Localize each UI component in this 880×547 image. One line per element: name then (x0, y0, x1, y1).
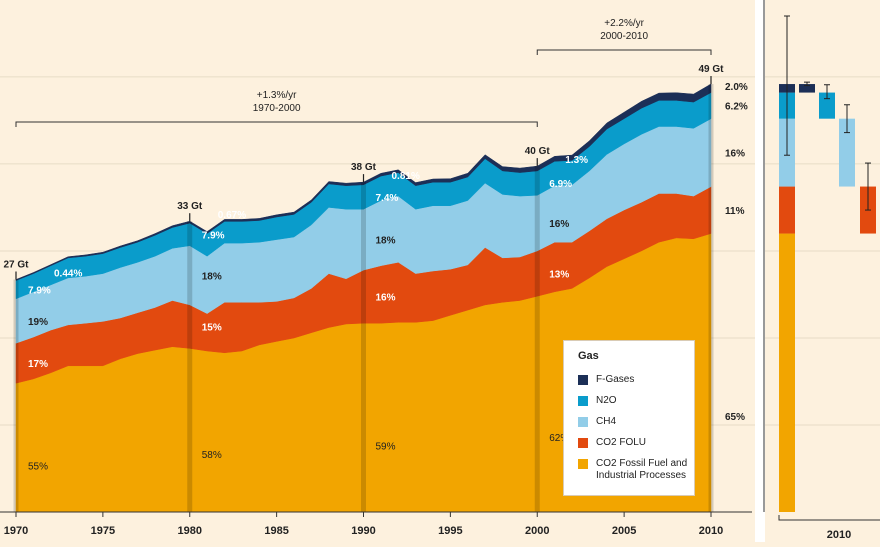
bar-2010-segment (779, 233, 795, 512)
share-label: 2.0% (725, 82, 748, 93)
share-label: 16% (376, 293, 396, 304)
total-label: 38 Gt (351, 162, 377, 173)
x-tick-label: 1985 (264, 525, 288, 537)
share-label: 17% (28, 359, 48, 370)
legend-label: CO2 Fossil Fuel and Industrial Processes (596, 458, 688, 481)
total-label: 49 Gt (698, 64, 724, 75)
growth-rate-label: +2.2%/yr (604, 18, 644, 29)
x-tick-label: 1980 (178, 525, 202, 537)
share-label: 11% (725, 206, 745, 217)
x-tick-label: 1990 (351, 525, 375, 537)
x-tick-label: 1995 (438, 525, 462, 537)
category-label: 2010 (827, 529, 851, 541)
legend-label: CH4 (596, 416, 617, 427)
share-label: 7.4% (376, 193, 399, 204)
legend-swatch (578, 438, 588, 448)
category-bracket (778, 515, 880, 521)
share-label: 18% (376, 236, 396, 247)
share-label: 19% (28, 317, 48, 328)
bar-gas-uncertainty (819, 92, 835, 119)
legend-swatch (578, 375, 588, 385)
share-label: 7.9% (28, 286, 51, 297)
share-label: 0.81% (392, 171, 420, 182)
year-marker (361, 182, 366, 512)
total-label: 40 Gt (525, 146, 551, 157)
year-marker (534, 166, 540, 512)
x-tick-label: 2005 (612, 525, 636, 537)
share-label: 1.3% (565, 155, 588, 166)
legend: Gas F-Gases N2O CH4 CO2 FOLU CO2 Fossil … (563, 340, 695, 496)
year-marker (13, 279, 19, 512)
growth-bracket (15, 121, 538, 127)
legend-swatch (578, 459, 588, 469)
year-marker (187, 221, 193, 512)
x-tick-label: 2000 (525, 525, 549, 537)
legend-label: F-Gases (596, 374, 635, 385)
share-label: 16% (725, 149, 745, 160)
total-label: 27 Gt (3, 259, 29, 270)
share-label: 7.9% (202, 230, 225, 241)
share-label: 0.67% (218, 210, 246, 221)
legend-label: N2O (596, 395, 617, 406)
share-label: 0.44% (54, 268, 82, 279)
share-label: 16% (549, 219, 569, 230)
share-label: 62% (549, 433, 569, 444)
bar-gas-uncertainty (839, 118, 855, 187)
share-label: 6.9% (549, 179, 572, 190)
legend-title: Gas (578, 350, 599, 362)
share-label: 18% (202, 271, 222, 282)
x-tick-label: 1970 (4, 525, 28, 537)
share-label: 59% (376, 442, 396, 453)
bar-gas-uncertainty (799, 84, 815, 93)
growth-period-label: 2000-2010 (600, 31, 648, 42)
panel-gap (755, 0, 765, 542)
growth-period-label: 1970-2000 (253, 103, 301, 114)
legend-swatch (578, 396, 588, 406)
legend-swatch (578, 417, 588, 427)
bar-2010-segment (779, 186, 795, 234)
legend-label: CO2 FOLU (596, 437, 647, 448)
growth-bracket (536, 49, 712, 55)
x-tick-label: 1975 (91, 525, 115, 537)
share-label: 13% (549, 270, 569, 281)
year-marker (708, 84, 714, 512)
share-label: 15% (202, 323, 222, 334)
total-label: 33 Gt (177, 201, 203, 212)
share-label: 58% (202, 450, 222, 461)
share-label: 55% (28, 462, 48, 473)
growth-rate-label: +1.3%/yr (257, 90, 297, 101)
share-label: 65% (725, 412, 745, 423)
share-label: 6.2% (725, 102, 748, 113)
area-f-gases (15, 83, 712, 281)
x-tick-label: 2010 (699, 525, 723, 537)
